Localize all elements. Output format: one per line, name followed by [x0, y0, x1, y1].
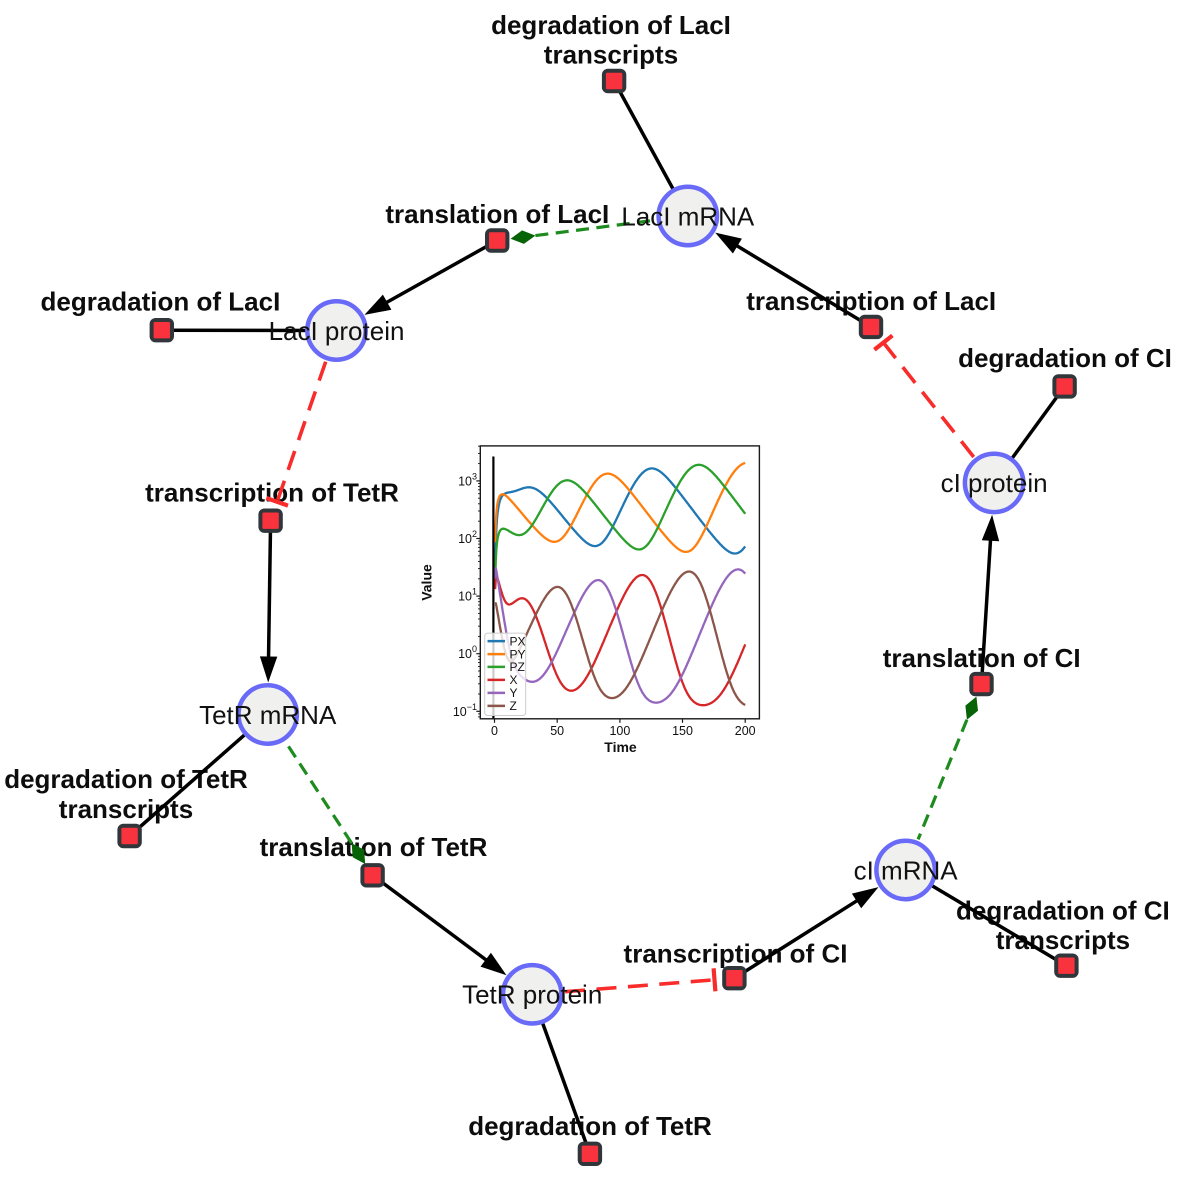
svg-text:LacI mRNA: LacI mRNA — [621, 201, 755, 231]
svg-text:PX: PX — [510, 634, 526, 648]
svg-text:PZ: PZ — [510, 660, 525, 674]
svg-text:transcription of CI: transcription of CI — [624, 938, 848, 968]
svg-text:cI protein: cI protein — [941, 468, 1048, 498]
svg-text:degradation of CI: degradation of CI — [958, 343, 1172, 373]
svg-text:Z: Z — [510, 699, 517, 713]
svg-text:150: 150 — [672, 724, 693, 738]
svg-text:TetR protein: TetR protein — [462, 980, 602, 1010]
svg-text:200: 200 — [735, 724, 756, 738]
svg-text:translation of TetR: translation of TetR — [260, 832, 488, 862]
svg-text:Time: Time — [604, 739, 637, 755]
svg-text:Value: Value — [419, 564, 435, 601]
svg-text:transcription of LacI: transcription of LacI — [746, 286, 996, 316]
svg-text:PY: PY — [510, 647, 526, 661]
svg-text:TetR mRNA: TetR mRNA — [199, 700, 337, 730]
svg-text:degradation of LacI: degradation of LacI — [491, 10, 731, 40]
svg-text:translation of LacI: translation of LacI — [385, 199, 609, 229]
svg-text:degradation of TetR: degradation of TetR — [468, 1111, 712, 1141]
svg-text:degradation of LacI: degradation of LacI — [40, 287, 280, 317]
svg-text:50: 50 — [550, 724, 564, 738]
svg-text:0: 0 — [491, 724, 498, 738]
svg-text:transcripts: transcripts — [996, 925, 1130, 955]
svg-text:Y: Y — [510, 686, 518, 700]
svg-text:degradation of TetR: degradation of TetR — [4, 764, 248, 794]
svg-text:transcription of TetR: transcription of TetR — [145, 477, 399, 507]
svg-text:transcripts: transcripts — [544, 40, 678, 70]
svg-text:100: 100 — [609, 724, 630, 738]
svg-text:cI mRNA: cI mRNA — [854, 855, 959, 885]
svg-text:LacI protein: LacI protein — [269, 316, 405, 346]
svg-text:X: X — [510, 673, 518, 687]
